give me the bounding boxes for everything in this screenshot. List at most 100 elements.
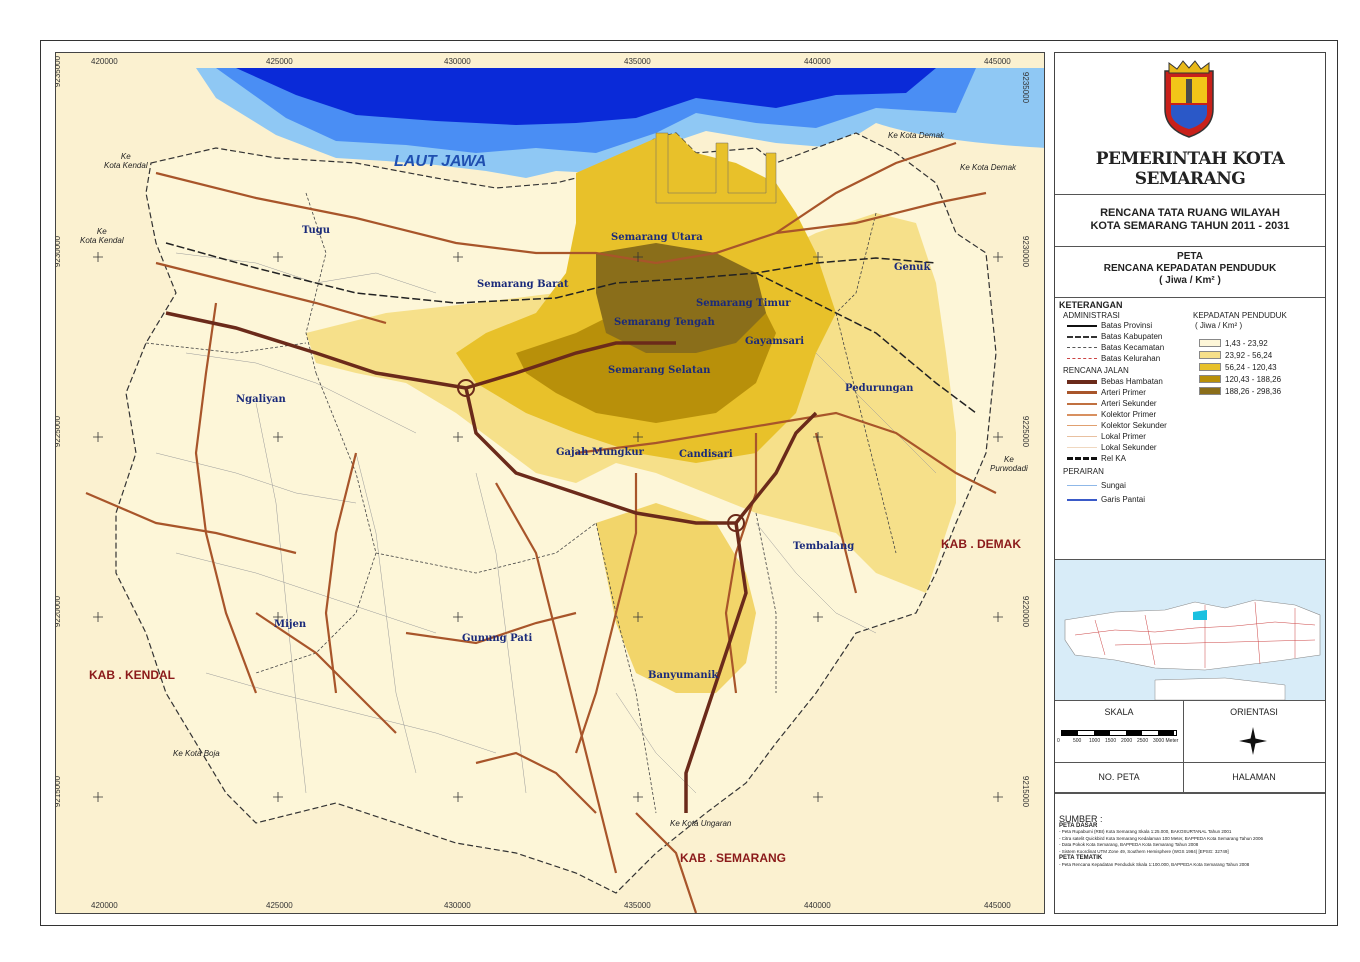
density-legend-unit: ( Jiwa / Km² )	[1195, 321, 1243, 330]
divider	[1055, 792, 1325, 793]
district-pedurungan: Pedurungan	[845, 383, 914, 394]
legend-kolektor-sekunder: Kolektor Sekunder	[1067, 421, 1167, 430]
coord-y-right: 9230000	[1021, 235, 1031, 268]
railway-line	[165, 242, 937, 304]
kab-demak-label: KAB . DEMAK	[941, 537, 1021, 551]
coord-y-left: 9230000	[55, 235, 63, 268]
density-class-3: 56,24 - 120,43	[1199, 361, 1281, 373]
coord-y-left: 9215000	[55, 775, 63, 808]
legend-admin-heading: ADMINISTRASI	[1063, 311, 1120, 320]
no-peta: NO. PETA	[1055, 762, 1184, 792]
density-zone-5	[596, 243, 766, 353]
thematic-title: PETA RENCANA KEPADATAN PENDUDUK ( Jiwa /…	[1055, 251, 1325, 287]
port-area	[655, 132, 777, 204]
district-tembalang: Tembalang	[793, 541, 855, 552]
legend-sungai: Sungai	[1067, 481, 1126, 490]
legend-batas-kecamatan: Batas Kecamatan	[1067, 343, 1164, 352]
legend-rel-ka: Rel KA	[1067, 454, 1126, 463]
divider	[1055, 793, 1325, 794]
scale-tick-label: 2000	[1121, 738, 1133, 744]
district-banyumanik: Banyumanik	[648, 670, 719, 681]
coord-x-top: 430000	[444, 57, 471, 66]
density-class-1: 1,43 - 23,92	[1199, 337, 1281, 349]
main-map[interactable]: 420000 425000 430000 435000 440000 44500…	[55, 52, 1045, 914]
coord-x-top: 440000	[804, 57, 831, 66]
coord-x-bottom: 425000	[266, 901, 293, 910]
density-swatch	[1199, 339, 1221, 347]
district-semarang-barat: Semarang Barat	[477, 279, 569, 290]
toll-interchange-south	[727, 514, 745, 532]
density-zone-2b	[596, 503, 756, 693]
source-item: - Peta Rupabumi (RBI) Kota Semarang Skal…	[1059, 829, 1232, 834]
peta-label: PETA	[1177, 251, 1203, 262]
district-semarang-tengah: Semarang Tengah	[614, 317, 715, 328]
scale-tick-label: 500	[1073, 738, 1082, 744]
map-legend-panel: PEMERINTAH KOTA SEMARANG RENCANA TATA RU…	[1054, 52, 1326, 914]
density-label: 188,26 - 298,36	[1225, 386, 1282, 396]
toll-interchange-west	[457, 379, 475, 397]
plan-title-line1: RENCANA TATA RUANG WILAYAH	[1100, 207, 1280, 219]
scale-section: SKALA 0 500 1000 1500 2000 2500 3000 Meter	[1055, 700, 1184, 762]
coord-y-left: 9225000	[55, 415, 63, 448]
density-legend-list: 1,43 - 23,92 23,92 - 56,24 56,24 - 120,43 1…	[1199, 337, 1281, 397]
coord-y-right: 9220000	[1021, 595, 1031, 628]
scale-tick-label: 3000 Meter	[1153, 738, 1179, 744]
legend-heading: KETERANGAN	[1059, 300, 1123, 310]
sources-base-heading: PETA DASAR	[1059, 822, 1098, 829]
coord-x-top: 445000	[984, 57, 1011, 66]
road-label-kendal-2: Ke Kota Kendal	[80, 227, 124, 245]
coord-x-top: 435000	[624, 57, 651, 66]
density-class-2: 23,92 - 56,24	[1199, 349, 1281, 361]
scale-tick-label: 1000	[1089, 738, 1101, 744]
legend-arteri-primer: Arteri Primer	[1067, 388, 1146, 397]
city-emblem-icon	[1164, 60, 1214, 138]
map-unit: ( Jiwa / Km² )	[1159, 275, 1221, 286]
district-gayamsari: Gayamsari	[745, 336, 805, 347]
coord-x-bottom: 420000	[91, 901, 118, 910]
scale-tick-label: 0	[1057, 738, 1060, 744]
coord-y-right: 9215000	[1021, 775, 1031, 808]
legend-road-heading: RENCANA JALAN	[1063, 366, 1129, 375]
road-label-ungaran: Ke Kota Ungaran	[670, 819, 732, 828]
density-label: 120,43 - 188,26	[1225, 374, 1282, 384]
district-semarang-selatan: Semarang Selatan	[608, 365, 711, 376]
district-candisari: Candisari	[679, 449, 733, 460]
coord-y-right: 9225000	[1021, 415, 1031, 448]
divider	[1055, 559, 1325, 560]
legend-lokal-sekunder: Lokal Sekunder	[1067, 443, 1157, 452]
legend-batas-kabupaten: Batas Kabupaten	[1067, 332, 1162, 341]
district-gajah-mungkur: Gajah Mungkur	[556, 447, 644, 458]
district-semarang-utara: Semarang Utara	[611, 232, 703, 243]
scale-heading: SKALA	[1104, 707, 1134, 717]
divider	[1055, 297, 1325, 298]
kab-kendal-label: KAB . KENDAL	[89, 668, 175, 682]
sources-heading: SUMBER :	[1059, 814, 1103, 824]
coord-x-bottom: 430000	[444, 901, 471, 910]
legend-arteri-sekunder: Arteri Sekunder	[1067, 399, 1157, 408]
scale-tick-label: 2500	[1137, 738, 1149, 744]
sources-section: SUMBER : PETA DASAR - Peta Rupabumi (RBI…	[1059, 814, 1321, 868]
density-legend-heading: KEPADATAN PENDUDUK	[1193, 311, 1287, 320]
density-class-4: 120,43 - 188,26	[1199, 373, 1281, 385]
gov-title: PEMERINTAH KOTA SEMARANG	[1095, 149, 1285, 189]
source-item: - Peta Rencana Kepadatan Penduduk Skala …	[1059, 861, 1250, 867]
kab-semarang-label: KAB . SEMARANG	[680, 851, 787, 865]
district-semarang-timur: Semarang Timur	[696, 298, 791, 309]
sea-label: LAUT JAWA	[394, 153, 487, 170]
road-label-demak-1: Ke Kota Demak	[888, 131, 945, 140]
halaman: HALAMAN	[1232, 772, 1276, 782]
district-tugu: Tugu	[302, 225, 331, 236]
divider	[1055, 700, 1325, 701]
coord-y-right: 9235000	[1021, 71, 1031, 104]
density-label: 56,24 - 120,43	[1225, 362, 1277, 372]
coord-y-left: 9235000	[55, 55, 63, 88]
district-gunung-pati: Gunung Pati	[462, 633, 533, 644]
density-swatch	[1199, 375, 1221, 383]
legend-garis-pantai: Garis Pantai	[1067, 495, 1145, 504]
legend-water-heading: PERAIRAN	[1063, 467, 1104, 476]
coord-x-bottom: 440000	[804, 901, 831, 910]
scale-tick-label: 1500	[1105, 738, 1117, 744]
density-swatch	[1199, 387, 1221, 395]
toll-road	[165, 311, 818, 813]
coord-y-left: 9220000	[55, 595, 63, 628]
